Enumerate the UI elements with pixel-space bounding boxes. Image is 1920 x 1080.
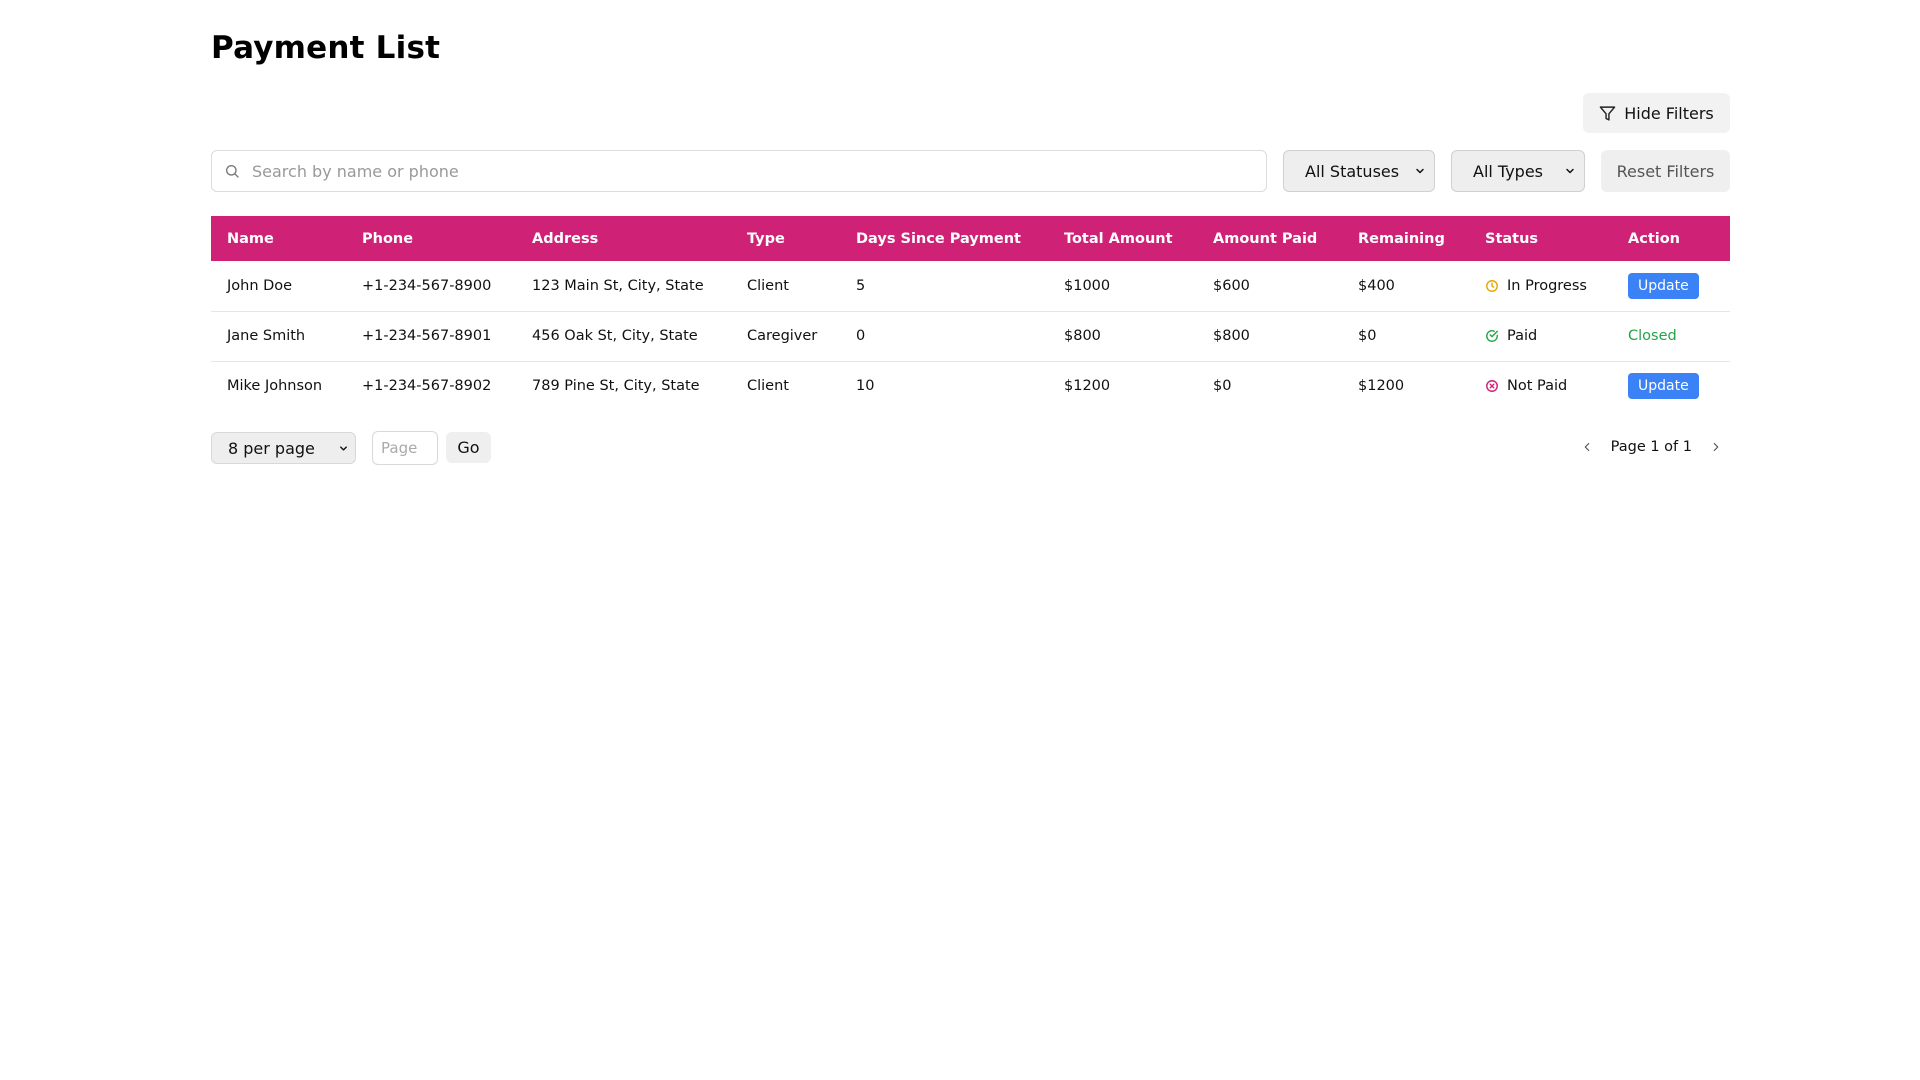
cell-name: Mike Johnson bbox=[227, 378, 323, 395]
table-row: Jane Smith +1-234-567-8901 456 Oak St, Cit… bbox=[211, 311, 1730, 361]
clock-icon bbox=[1485, 279, 1499, 293]
status-label: In Progress bbox=[1507, 277, 1587, 294]
chevron-down-icon bbox=[1416, 168, 1424, 174]
pagination-bar: 8 per page Go Page 1 of 1 bbox=[211, 431, 1730, 465]
cell-days-since-payment: 0 bbox=[856, 328, 866, 344]
cell-address: 456 Oak St, City, State bbox=[532, 328, 698, 344]
cell-action: Update bbox=[1612, 261, 1730, 311]
type-filter-value: All Types bbox=[1473, 161, 1544, 181]
page-title: Payment List bbox=[211, 30, 441, 66]
cell-amount-paid: $600 bbox=[1213, 277, 1250, 294]
chevron-right-icon bbox=[1713, 442, 1719, 452]
cell-status: In Progress bbox=[1469, 261, 1612, 311]
cell-name: John Doe bbox=[227, 277, 293, 294]
page-navigation: Page 1 of 1 bbox=[1573, 431, 1730, 463]
filter-icon bbox=[1599, 105, 1616, 121]
column-header-name: Name bbox=[227, 230, 274, 247]
table-row: John Doe +1-234-567-8900 123 Main St, City… bbox=[211, 261, 1730, 311]
cell-action: Closed bbox=[1612, 311, 1730, 361]
status-label: Not Paid bbox=[1507, 378, 1568, 395]
chevron-down-icon bbox=[1566, 168, 1574, 174]
cell-action: Update bbox=[1612, 361, 1730, 411]
cell-status: Paid bbox=[1469, 311, 1612, 361]
x-circle-icon bbox=[1485, 379, 1499, 393]
column-header-type: Type bbox=[747, 230, 785, 247]
cell-name: Jane Smith bbox=[227, 328, 306, 344]
hide-filters-button[interactable]: Hide Filters bbox=[1583, 93, 1730, 133]
column-header-phone: Phone bbox=[362, 230, 414, 247]
status-indicator: Paid bbox=[1485, 328, 1612, 344]
per-page-value: 8 per page bbox=[228, 438, 315, 458]
cell-phone: +1-234-567-8900 bbox=[362, 277, 492, 294]
previous-page-button[interactable] bbox=[1573, 433, 1601, 461]
cell-phone: +1-234-567-8902 bbox=[362, 378, 492, 395]
chevron-down-icon bbox=[340, 445, 347, 451]
status-filter-select[interactable]: All Statuses bbox=[1283, 150, 1435, 192]
cell-type: Caregiver bbox=[747, 328, 818, 344]
status-label: Paid bbox=[1507, 328, 1538, 344]
column-header-status: Status bbox=[1485, 230, 1539, 247]
cell-remaining: $0 bbox=[1358, 328, 1377, 344]
status-indicator: In Progress bbox=[1485, 278, 1612, 294]
column-header-remaining: Remaining bbox=[1358, 230, 1445, 247]
cell-type: Client bbox=[747, 277, 789, 294]
cell-amount-paid: $800 bbox=[1213, 328, 1250, 344]
next-page-button[interactable] bbox=[1702, 433, 1730, 461]
column-header-address: Address bbox=[532, 230, 599, 247]
column-header-amount-paid: Amount Paid bbox=[1213, 230, 1318, 247]
table-header-row: Name Phone Address Type Days Since Payment To… bbox=[211, 216, 1730, 261]
column-header-total-amount: Total Amount bbox=[1064, 230, 1173, 247]
hide-filters-label: Hide Filters bbox=[1624, 103, 1714, 123]
search-icon bbox=[226, 165, 239, 178]
status-filter-value: All Statuses bbox=[1305, 161, 1400, 181]
cell-days-since-payment: 10 bbox=[856, 378, 875, 395]
cell-address: 789 Pine St, City, State bbox=[532, 378, 700, 395]
reset-filters-button[interactable]: Reset Filters bbox=[1601, 150, 1730, 192]
table-row: Mike Johnson +1-234-567-8902 789 Pine St, … bbox=[211, 361, 1730, 411]
cell-type: Client bbox=[747, 378, 789, 395]
per-page-select[interactable]: 8 per page bbox=[211, 432, 356, 464]
cell-address: 123 Main St, City, State bbox=[532, 277, 704, 294]
cell-total-amount: $1000 bbox=[1064, 277, 1111, 294]
cell-remaining: $400 bbox=[1358, 277, 1395, 294]
cell-remaining: $1200 bbox=[1358, 378, 1405, 395]
cell-total-amount: $1200 bbox=[1064, 378, 1111, 395]
cell-amount-paid: $0 bbox=[1213, 378, 1232, 395]
chevron-left-icon bbox=[1584, 442, 1589, 452]
page-info: Page 1 of 1 bbox=[1610, 439, 1692, 455]
check-circle-icon bbox=[1485, 329, 1499, 343]
cell-status: Not Paid bbox=[1469, 361, 1612, 411]
page-number-input[interactable] bbox=[372, 431, 438, 465]
payments-table: Name Phone Address Type Days Since Payment To… bbox=[211, 216, 1730, 411]
search-box bbox=[211, 150, 1267, 192]
cell-total-amount: $800 bbox=[1064, 328, 1101, 344]
closed-label: Closed bbox=[1628, 328, 1677, 344]
update-button[interactable]: Update bbox=[1628, 373, 1699, 400]
go-button[interactable]: Go bbox=[446, 432, 491, 463]
type-filter-select[interactable]: All Types bbox=[1451, 150, 1585, 192]
table-body: John Doe +1-234-567-8900 123 Main St, City… bbox=[211, 261, 1730, 411]
search-input[interactable] bbox=[252, 151, 1266, 191]
update-button[interactable]: Update bbox=[1628, 272, 1699, 299]
cell-phone: +1-234-567-8901 bbox=[362, 328, 492, 344]
cell-days-since-payment: 5 bbox=[856, 277, 866, 294]
column-header-days-since-payment: Days Since Payment bbox=[856, 230, 1021, 247]
column-header-action: Action bbox=[1628, 230, 1681, 247]
status-indicator: Not Paid bbox=[1485, 378, 1612, 394]
filters-bar: All Statuses All Types Reset Filters bbox=[211, 150, 1730, 192]
